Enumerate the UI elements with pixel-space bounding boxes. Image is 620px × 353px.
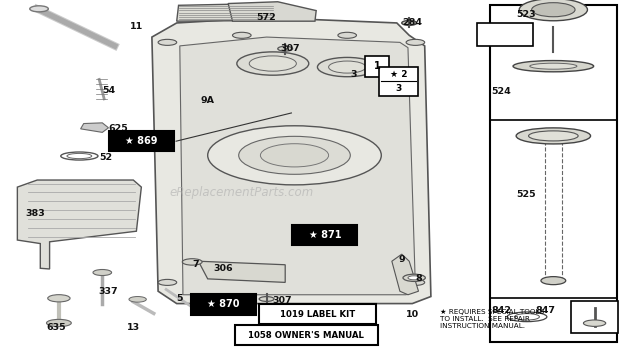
Ellipse shape: [513, 61, 594, 72]
Polygon shape: [17, 180, 141, 269]
Ellipse shape: [158, 279, 177, 286]
Polygon shape: [81, 123, 108, 132]
Text: 54: 54: [102, 85, 115, 95]
Bar: [477, 23, 533, 46]
Ellipse shape: [93, 269, 112, 276]
Bar: [109, 131, 174, 151]
Ellipse shape: [408, 276, 420, 280]
Text: eReplacementParts.com: eReplacementParts.com: [170, 186, 314, 199]
Text: 10: 10: [405, 310, 419, 319]
Text: 9A: 9A: [201, 96, 215, 105]
Ellipse shape: [158, 39, 177, 46]
Ellipse shape: [260, 144, 329, 167]
Ellipse shape: [529, 131, 578, 141]
Polygon shape: [392, 254, 419, 295]
Ellipse shape: [278, 46, 293, 51]
Ellipse shape: [30, 6, 48, 12]
Ellipse shape: [338, 32, 356, 38]
Ellipse shape: [232, 32, 251, 38]
Ellipse shape: [249, 56, 296, 71]
Text: 13: 13: [126, 323, 140, 332]
Ellipse shape: [516, 128, 591, 144]
Bar: [293, 225, 358, 245]
Text: ★ 869: ★ 869: [125, 136, 157, 146]
Text: 306: 306: [213, 264, 233, 273]
Text: 7: 7: [192, 260, 198, 269]
Ellipse shape: [530, 63, 577, 69]
Text: 1058 OWNER'S MANUAL: 1058 OWNER'S MANUAL: [249, 331, 364, 340]
Text: ★ 2: ★ 2: [390, 70, 407, 79]
Ellipse shape: [541, 277, 565, 285]
Ellipse shape: [402, 20, 417, 25]
Ellipse shape: [583, 320, 606, 327]
Text: 3: 3: [350, 70, 356, 79]
Ellipse shape: [520, 0, 588, 21]
Ellipse shape: [406, 279, 425, 286]
Bar: [235, 325, 378, 345]
Bar: [365, 56, 389, 77]
Text: 9: 9: [399, 255, 405, 264]
Text: 524: 524: [491, 87, 511, 96]
Polygon shape: [180, 37, 415, 295]
Ellipse shape: [48, 295, 70, 302]
Ellipse shape: [403, 274, 425, 281]
Text: ★ 870: ★ 870: [207, 299, 239, 309]
Text: 337: 337: [99, 287, 118, 296]
Ellipse shape: [239, 136, 350, 174]
Text: 523: 523: [516, 10, 536, 19]
Ellipse shape: [329, 61, 366, 73]
Text: 11: 11: [130, 22, 143, 31]
Text: ★ 871: ★ 871: [309, 230, 341, 240]
Text: 1019 LABEL KIT: 1019 LABEL KIT: [280, 310, 355, 319]
Text: 572: 572: [257, 13, 277, 22]
Ellipse shape: [208, 126, 381, 185]
Text: 284: 284: [402, 18, 422, 28]
Bar: [572, 301, 618, 333]
Text: ★ REQUIRES SPECIAL TOOLS
TO INSTALL.  SEE REPAIR
INSTRUCTION MANUAL.: ★ REQUIRES SPECIAL TOOLS TO INSTALL. SEE…: [440, 310, 544, 329]
Text: 625: 625: [108, 124, 128, 133]
Text: 842: 842: [491, 306, 511, 315]
Ellipse shape: [259, 297, 274, 301]
Ellipse shape: [46, 319, 71, 327]
Bar: [379, 67, 418, 96]
Bar: [191, 294, 255, 315]
Ellipse shape: [406, 39, 425, 46]
Text: 307: 307: [280, 44, 300, 53]
Text: 525: 525: [516, 190, 536, 199]
Text: 3: 3: [396, 84, 402, 93]
Text: 5: 5: [177, 294, 183, 303]
Ellipse shape: [182, 259, 202, 265]
Bar: [259, 304, 376, 324]
Text: 635: 635: [46, 323, 66, 332]
Polygon shape: [198, 261, 285, 282]
Ellipse shape: [237, 52, 309, 75]
Text: 8: 8: [415, 274, 422, 283]
Bar: [490, 5, 617, 342]
Text: 847: 847: [536, 306, 556, 315]
Ellipse shape: [317, 58, 377, 77]
Polygon shape: [177, 4, 276, 21]
Ellipse shape: [531, 3, 575, 17]
Polygon shape: [152, 18, 431, 304]
Polygon shape: [228, 2, 316, 21]
Text: 307: 307: [272, 296, 292, 305]
Ellipse shape: [129, 297, 146, 302]
Text: 383: 383: [25, 209, 45, 218]
Text: 1: 1: [374, 61, 380, 71]
Text: 52: 52: [99, 152, 112, 162]
